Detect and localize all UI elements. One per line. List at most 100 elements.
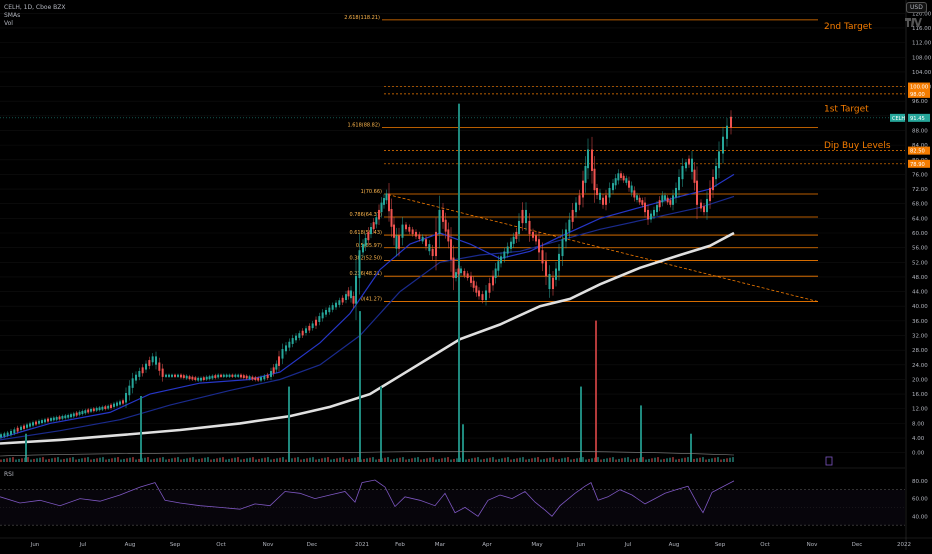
candle-body	[625, 178, 628, 183]
candle-body	[275, 363, 278, 370]
volume-bar	[213, 458, 215, 462]
volume-bar	[429, 457, 431, 462]
candle-body	[372, 222, 375, 230]
volume-bar	[675, 459, 677, 462]
volume-bar	[354, 457, 356, 462]
candle-body	[32, 422, 34, 426]
volume-bar	[516, 458, 518, 462]
volume-bar	[627, 457, 629, 462]
price-tick-label: 116.00	[912, 26, 932, 32]
volume-bar	[447, 457, 449, 462]
dashed-target-levels	[0, 86, 905, 165]
candle-body	[177, 374, 179, 377]
candle-body	[197, 377, 200, 381]
volume-bar	[558, 458, 560, 462]
volume-bar	[375, 459, 377, 462]
candle-body	[90, 408, 92, 412]
price-tick-label: 20.00	[912, 377, 928, 383]
candle-body	[52, 417, 55, 421]
volume-bar	[687, 457, 689, 462]
candle-body	[328, 307, 331, 313]
price-tick-label: 8.00	[912, 421, 925, 427]
candle-body	[10, 430, 12, 435]
time-tick-label: Jun	[576, 542, 586, 548]
volume-bar	[204, 457, 206, 462]
fib-level-label: 0.5(55.97)	[356, 243, 382, 249]
volume-bar	[291, 458, 293, 462]
candle-body	[688, 158, 690, 165]
candle-body	[575, 202, 577, 213]
candle-body	[675, 187, 677, 198]
candle-body	[180, 374, 182, 378]
candle-body	[485, 290, 487, 301]
volume-bar	[237, 457, 239, 462]
volume-bar	[624, 457, 626, 462]
candle-body	[291, 338, 294, 344]
volume-bar	[393, 458, 395, 462]
volume-spike-bar	[580, 386, 582, 462]
volume-bar	[6, 458, 8, 462]
currency-badge[interactable]: USD	[906, 2, 927, 13]
volume-bar	[177, 457, 179, 462]
volume-bar	[426, 458, 428, 462]
volume-bar	[570, 459, 572, 462]
volume-bar	[621, 458, 623, 462]
candle-body	[370, 227, 372, 235]
candle-body	[492, 275, 494, 286]
volume-bar	[618, 458, 620, 462]
candle-body	[95, 407, 98, 411]
candle-body	[29, 423, 31, 427]
volume-bar	[231, 458, 233, 462]
fib-level-label: 0(41.27)	[361, 297, 382, 303]
candle-body	[358, 250, 361, 279]
volume-bar	[633, 458, 635, 462]
time-tick-label: Apr	[482, 542, 492, 548]
volume-bar	[684, 457, 686, 462]
candle-body	[411, 229, 414, 235]
candle-body	[308, 325, 311, 331]
candle-body	[161, 368, 164, 377]
volume-bar	[357, 457, 359, 462]
time-tick-label: Nov	[263, 542, 274, 548]
candle-body	[425, 239, 427, 247]
volume-bar	[42, 457, 44, 462]
candle-body	[497, 261, 500, 271]
candle-body	[503, 251, 506, 259]
candle-body	[700, 202, 702, 209]
volume-bar	[192, 457, 194, 462]
price-tick-label: 16.00	[912, 392, 928, 398]
candle-body	[726, 125, 728, 139]
volume-bar	[240, 459, 242, 462]
volume-bar	[552, 457, 554, 462]
volume-bar	[159, 457, 161, 462]
candle-body	[431, 248, 434, 257]
volume-bar	[21, 458, 23, 462]
candle-body	[582, 180, 584, 198]
candle-body	[447, 229, 450, 242]
volume-bar	[258, 458, 260, 462]
volume-bar	[474, 457, 476, 462]
candle-body	[383, 198, 385, 205]
candle-body	[380, 202, 383, 213]
candle-body	[367, 231, 370, 241]
volume-bar	[636, 458, 638, 462]
candle-body	[266, 374, 269, 379]
candle-body	[661, 195, 664, 203]
candle-body	[352, 295, 355, 304]
candle-body	[558, 253, 560, 271]
candle-body	[481, 294, 484, 301]
candle-body	[38, 420, 40, 424]
candle-body	[587, 149, 589, 169]
volume-bar	[321, 458, 323, 462]
candle-body	[122, 400, 124, 404]
volume-bar	[99, 457, 101, 462]
candle-body	[506, 246, 509, 254]
candle-body	[568, 219, 571, 232]
candle-body	[318, 316, 321, 322]
candle-body	[375, 217, 378, 225]
candle-body	[401, 224, 404, 238]
candle-body	[188, 376, 191, 379]
fib-level-label: 0.786(64.37)	[349, 212, 382, 218]
